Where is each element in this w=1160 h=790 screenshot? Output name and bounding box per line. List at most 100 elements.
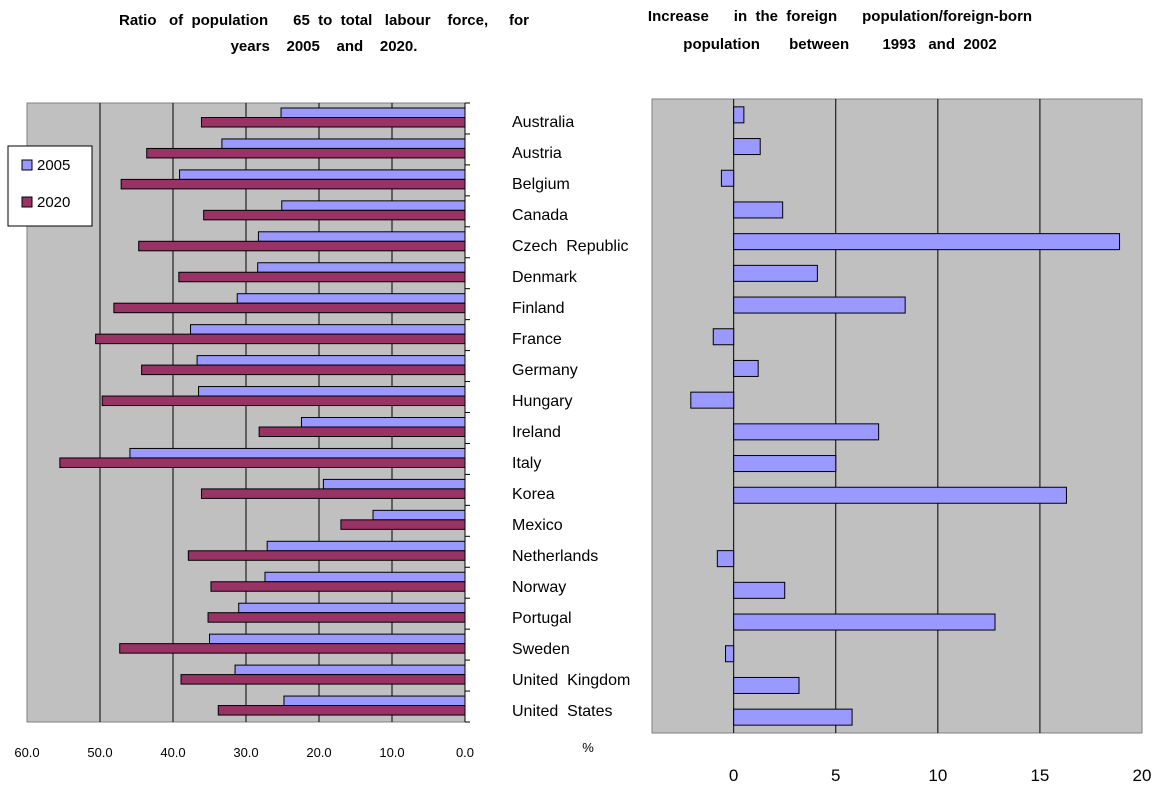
- right-chart-title: Increase in the foreign population/forei…: [648, 8, 1032, 25]
- left-bar-2020: [217, 705, 466, 716]
- left-bar-2005: [257, 262, 466, 273]
- category-label: Mexico: [512, 517, 563, 534]
- left-bar-2020: [187, 550, 466, 561]
- right-bar: [733, 264, 818, 282]
- left-bar-2020: [95, 333, 466, 345]
- right-bar: [725, 645, 735, 663]
- left-x-tick-label: 0.0: [456, 745, 474, 760]
- right-bar: [733, 233, 1121, 251]
- right-bar: [733, 486, 1067, 504]
- left-bar-2005: [238, 602, 466, 614]
- left-bar-2020: [180, 674, 466, 685]
- category-label: Germany: [512, 362, 578, 379]
- legend-label-2020: 2020: [37, 194, 70, 211]
- left-bar-2005: [283, 695, 466, 707]
- left-bar-2005: [372, 509, 466, 521]
- left-bar-2020: [178, 271, 466, 283]
- legend-swatch-2020: [21, 196, 33, 208]
- left-bar-2005: [190, 324, 466, 335]
- left-x-tick-label: 20.0: [306, 745, 331, 760]
- right-bar: [733, 613, 996, 631]
- left-bar-2020: [138, 240, 466, 252]
- legend-box: [7, 145, 93, 227]
- left-bar-2005: [280, 107, 466, 118]
- category-label: Denmark: [512, 269, 578, 286]
- right-bar: [733, 423, 880, 441]
- category-label: Czech Republic: [512, 238, 629, 255]
- right-bar: [690, 391, 735, 409]
- category-label: France: [512, 331, 562, 348]
- left-x-tick-label: 50.0: [87, 745, 112, 760]
- legend-swatch-2005: [21, 159, 33, 171]
- right-bar: [733, 455, 837, 473]
- left-bar-2005: [300, 417, 466, 428]
- left-bar-2005: [234, 664, 466, 676]
- category-label: Netherlands: [512, 548, 598, 565]
- right-bar: [733, 581, 786, 599]
- left-bar-2020: [258, 426, 466, 437]
- right-x-tick-label: 20: [1133, 766, 1152, 785]
- left-bar-2005: [236, 293, 466, 304]
- left-bar-2020: [141, 364, 466, 376]
- left-bar-2005: [221, 138, 466, 149]
- left-bar-2020: [120, 178, 466, 190]
- category-label: Sweden: [512, 641, 570, 658]
- category-label: Ireland: [512, 424, 561, 441]
- right-bar: [716, 550, 735, 568]
- right-x-tick-label: 0: [729, 766, 738, 785]
- left-bar-2020: [101, 395, 466, 407]
- category-label: United Kingdom: [512, 672, 630, 689]
- left-bar-2005: [198, 386, 466, 397]
- left-chart-title-line2: years 2005 and 2020.: [231, 38, 418, 55]
- left-x-tick-label: 10.0: [379, 745, 404, 760]
- right-bar: [733, 676, 800, 694]
- left-bar-2005: [264, 571, 466, 583]
- left-bar-2005: [129, 447, 466, 459]
- category-label: United States: [512, 703, 613, 720]
- right-bar: [733, 201, 784, 219]
- category-label: Canada: [512, 207, 568, 224]
- right-bar: [733, 106, 745, 124]
- left-bar-2020: [340, 519, 466, 530]
- right-x-tick-label: 10: [928, 766, 947, 785]
- left-bar-2020: [200, 488, 466, 499]
- left-bar-2005: [257, 231, 466, 242]
- left-bar-2020: [203, 209, 466, 221]
- left-bar-2020: [200, 117, 466, 128]
- category-label: Belgium: [512, 176, 570, 193]
- right-bar: [720, 169, 735, 187]
- right-bar: [712, 328, 735, 346]
- legend-label-2005: 2005: [37, 157, 70, 174]
- left-bar-2020: [113, 302, 466, 314]
- category-label: Italy: [512, 455, 541, 472]
- left-bar-2020: [207, 612, 466, 623]
- category-label: Finland: [512, 300, 564, 317]
- left-x-tick-label: 40.0: [160, 745, 185, 760]
- category-label: Austria: [512, 145, 562, 162]
- right-x-tick-label: 15: [1030, 766, 1049, 785]
- right-x-axis-label: %: [582, 740, 594, 755]
- left-bar-2005: [281, 200, 466, 211]
- right-bar: [733, 296, 906, 314]
- left-bar-2005: [266, 540, 466, 552]
- left-bar-2005: [196, 355, 466, 366]
- left-bar-2005: [209, 633, 466, 645]
- left-bar-2005: [322, 478, 466, 490]
- left-chart-title: Ratio of population 65 to total labour f…: [119, 12, 529, 29]
- left-bar-2005: [179, 169, 466, 180]
- category-label: Korea: [512, 486, 555, 503]
- right-bar: [733, 138, 761, 156]
- left-bar-2020: [119, 643, 466, 654]
- left-x-tick-label: 60.0: [14, 745, 39, 760]
- right-chart-title-line2: population between 1993 and 2002: [683, 36, 996, 53]
- left-bar-2020: [59, 457, 466, 468]
- right-plot-area: [651, 98, 1143, 734]
- right-x-tick-label: 5: [831, 766, 840, 785]
- right-bar: [733, 359, 759, 377]
- category-label: Norway: [512, 579, 566, 596]
- left-x-tick-label: 30.0: [233, 745, 258, 760]
- right-bar: [733, 708, 853, 726]
- category-label: Portugal: [512, 610, 572, 627]
